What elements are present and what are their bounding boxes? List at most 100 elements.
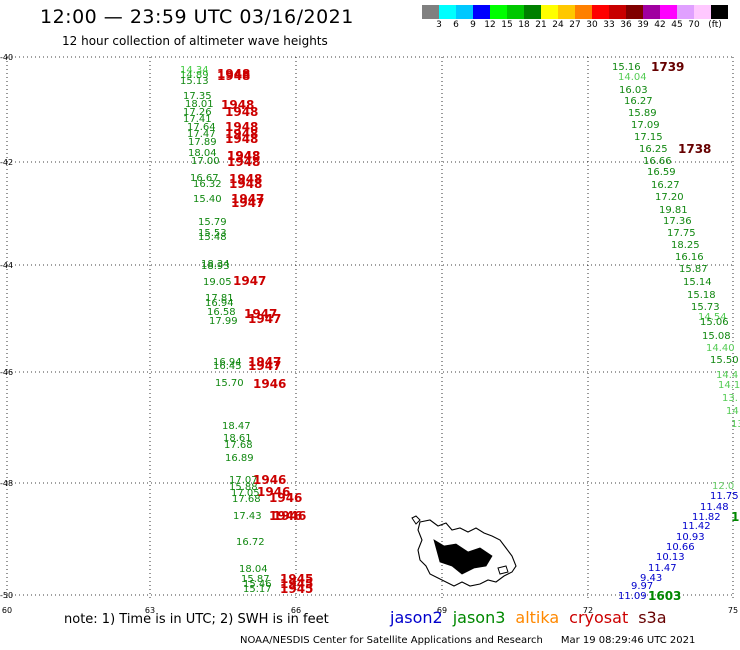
colorbar-swatch [473, 5, 490, 19]
wave-height-label: 17.36 [663, 216, 692, 227]
wave-height-label: 17.15 [634, 132, 663, 143]
wave-height-label: 11.09 [618, 591, 647, 602]
wave-height-label: 15.50 [710, 355, 739, 366]
pass-time-label: 1739 [651, 60, 684, 74]
wave-height-label: 16.27 [624, 96, 653, 107]
credit-line: NOAA/NESDIS Center for Satellite Applica… [240, 635, 695, 646]
pass-time-label: 1945 [280, 572, 313, 586]
latitude-label: -46 [0, 368, 13, 377]
longitude-label: 63 [145, 606, 155, 615]
colorbar-swatch [643, 5, 660, 19]
wave-height-label: 15.17 [243, 584, 272, 595]
islet-outline [411, 515, 421, 525]
island-inner-fill [433, 539, 493, 575]
wave-height-label: 11.75 [710, 491, 739, 502]
wave-height-label: 9.97 [631, 581, 653, 592]
wave-height-label: 18.47 [222, 421, 251, 432]
pass-time-label: 1948 [227, 149, 260, 163]
colorbar-swatch [626, 5, 643, 19]
wave-height-label: 18.61 [223, 433, 252, 444]
pass-time-label: 1603 [648, 589, 681, 603]
wave-height-label: 17.20 [655, 192, 684, 203]
wave-height-label: 15.13 [180, 76, 209, 87]
map-subtitle: 12 hour collection of altimeter wave hei… [62, 34, 328, 48]
pass-time-label: 1948 [225, 105, 258, 119]
colorbar-swatch [490, 5, 507, 19]
wave-height-label: 15.73 [691, 302, 720, 313]
wave-height-label: 16.94 [213, 357, 242, 368]
colorbar-tick-label: 9 [470, 20, 476, 30]
pass-time-label: 1946 [253, 473, 286, 487]
wave-height-label: 14.40 [706, 343, 735, 354]
pass-time-label: 1945 [280, 582, 313, 596]
wave-height-label: 14.34 [180, 65, 209, 76]
wave-height-label: 17.43 [233, 511, 262, 522]
colorbar-swatch [439, 5, 456, 19]
colorbar-swatch [456, 5, 473, 19]
wave-height-label: 17.89 [188, 137, 217, 148]
longitude-label: 66 [291, 606, 301, 615]
latitude-label: -48 [0, 479, 13, 488]
wave-height-label: 17.35 [183, 91, 212, 102]
colorbar-swatch [677, 5, 694, 19]
wave-height-label: 13. [722, 393, 738, 404]
wave-height-label: 17.68 [232, 494, 261, 505]
wave-height-label: 15.53 [198, 228, 227, 239]
wave-height-label: 16.59 [647, 167, 676, 178]
pass-time-label: 1947 [248, 359, 281, 373]
colorbar-tick-labels: 3 6 9 12 15 18 21 24 27 30 33 36 39 42 45 70 (ft) [0, 20, 740, 34]
wave-height-label: 19.05 [203, 277, 232, 288]
colorbar-swatch [558, 5, 575, 19]
pass-time-label: 1947 [248, 312, 281, 326]
wave-height-label: 15.70 [215, 378, 244, 389]
colorbar-tick-label: (ft) [708, 20, 722, 30]
wave-height-label: 10.13 [656, 552, 685, 563]
colorbar-swatch [694, 5, 711, 19]
wave-height-label: 11.42 [682, 521, 711, 532]
wave-height-label: 15.88 [229, 482, 258, 493]
footer-note: note: 1) Time is in UTC; 2) SWH is in fe… [64, 612, 329, 627]
wave-height-label: 16.94 [205, 298, 234, 309]
pass-time-label: 1946 [257, 485, 290, 499]
wave-height-label: 16.89 [225, 453, 254, 464]
wave-height-label: 14.04 [618, 72, 647, 83]
wave-height-label: 15.87 [241, 574, 270, 585]
wave-height-label: 18.34 [201, 259, 230, 270]
colorbar-tick-label: 36 [620, 20, 632, 30]
wave-height-label: 14.1 [718, 380, 740, 391]
pass-time-label: 1946 [253, 377, 286, 391]
pass-time-label: 1947 [244, 307, 277, 321]
colorbar-tick-label: 24 [552, 20, 564, 30]
colorbar-swatch [524, 5, 541, 19]
wave-height-label: 14 [726, 406, 739, 417]
wave-height-label: 17.68 [224, 440, 253, 451]
colorbar-tick-label: 18 [518, 20, 530, 30]
wave-height-label: 15.16 [612, 62, 641, 73]
colorbar-tick-label: 42 [654, 20, 666, 30]
wave-height-label: 9.43 [640, 573, 662, 584]
colorbar-tick-label: 21 [535, 20, 547, 30]
colorbar-swatch [422, 5, 439, 19]
wave-height-label: 14.4 [716, 370, 738, 381]
wave-height-label: 18.93 [201, 261, 230, 272]
colorbar-tick-label: 45 [671, 20, 683, 30]
pass-time-label: 1948 [225, 120, 258, 134]
legend-item-jason2: jason2 [390, 608, 443, 627]
wave-height-label: 19.81 [659, 205, 688, 216]
pass-time-label: 1947 [231, 192, 264, 206]
wave-height-label: 17.09 [631, 120, 660, 131]
wave-height-label: 15.14 [683, 277, 712, 288]
wave-height-label: 17.47 [187, 129, 216, 140]
pass-time-label: 1948 [229, 177, 262, 191]
pass-time-label: 1948 [225, 132, 258, 146]
pass-time-label: 1947 [248, 355, 281, 369]
wave-height-label: 18.01 [185, 99, 214, 110]
wave-height-label: 16.67 [190, 173, 219, 184]
colorbar-swatch [660, 5, 677, 19]
wave-height-label: 16.25 [639, 144, 668, 155]
latitude-label: -50 [0, 591, 13, 600]
wave-height-label: 18.04 [188, 148, 217, 159]
pass-time-label: 1948 [225, 127, 258, 141]
wave-height-label: 11.82 [692, 512, 721, 523]
